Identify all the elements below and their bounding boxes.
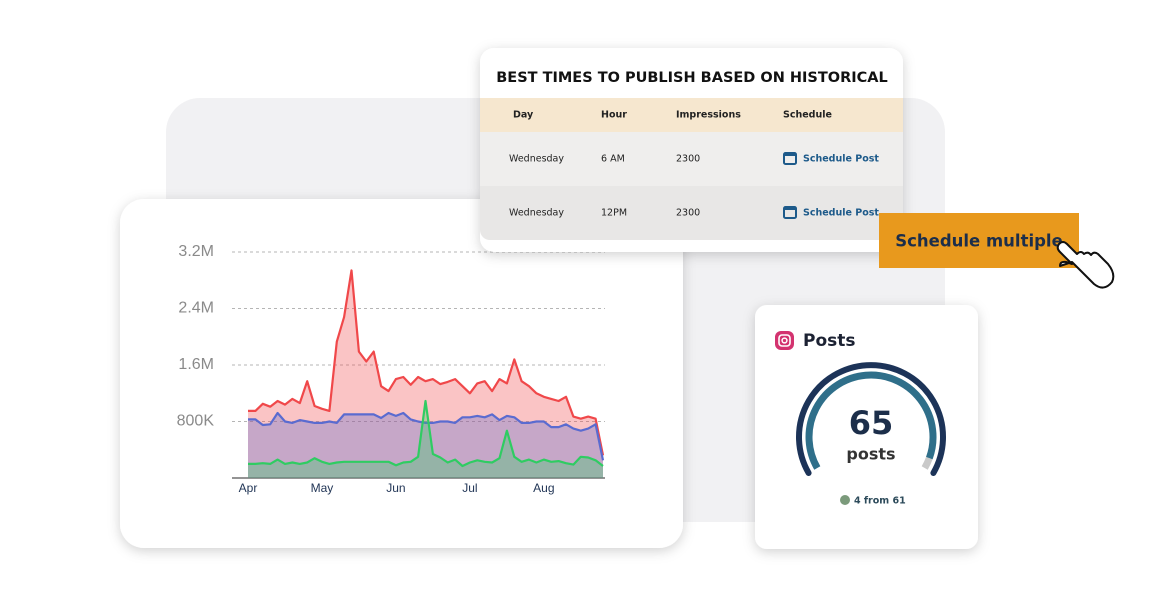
posts-title: Posts: [803, 331, 856, 351]
schedule-post-link[interactable]: Schedule Post: [803, 154, 879, 165]
area: [248, 270, 603, 478]
y-tick-label: 1.6M: [178, 356, 214, 373]
posts-unit: posts: [846, 445, 895, 464]
line: [248, 269, 605, 456]
x-tick-label: May: [311, 481, 334, 495]
table-header-cell: Schedule: [783, 110, 832, 121]
gauge-progress: [805, 371, 937, 470]
table-cell: 2300: [676, 154, 700, 165]
table-cell: 12PM: [601, 208, 627, 219]
y-tick-label: 800K: [177, 413, 215, 430]
calendar-icon: [783, 206, 797, 219]
plot: 800K 1.6M 2.4M 3.2M Apr May Jun Jul Aug: [177, 243, 605, 495]
y-tick-label: 2.4M: [178, 300, 214, 317]
schedule-multiple-button[interactable]: [879, 213, 1079, 268]
table-header-cell: Day: [513, 110, 534, 121]
area: [248, 401, 603, 478]
trend-icon: [840, 495, 850, 505]
x-tick-label: Apr: [239, 481, 258, 495]
table-cell: Wednesday: [509, 154, 564, 165]
instagram-icon: [775, 331, 794, 350]
table-row: [480, 186, 903, 240]
x-tick-label: Jun: [386, 481, 405, 495]
table-title: BEST TIMES TO PUBLISH BASED ON HISTORICA…: [496, 70, 888, 86]
posts-card: [755, 305, 978, 549]
gauge-rest: [921, 456, 933, 470]
x-tick-label: Jul: [462, 481, 477, 495]
hand-cursor: [1056, 241, 1115, 289]
table-cell: Wednesday: [509, 208, 564, 219]
table-cell: 2300: [676, 208, 700, 219]
posts-value: 65: [849, 404, 894, 442]
schedule-post-link[interactable]: Schedule Post: [803, 208, 879, 219]
line: [248, 411, 605, 461]
table-header: [480, 98, 903, 132]
line: [248, 399, 604, 468]
table-cell: 6 AM: [601, 154, 625, 165]
table-header-cell: Hour: [601, 110, 627, 121]
posts-change: 4 from 61: [854, 496, 906, 507]
calendar-icon: [783, 152, 797, 165]
table-row: [480, 132, 903, 186]
table-header-cell: Impressions: [676, 110, 741, 121]
x-tick-label: Aug: [533, 481, 554, 495]
gauge-outer: [796, 362, 946, 476]
button-label: Schedule multiple: [895, 232, 1063, 251]
y-tick-label: 3.2M: [178, 243, 214, 260]
